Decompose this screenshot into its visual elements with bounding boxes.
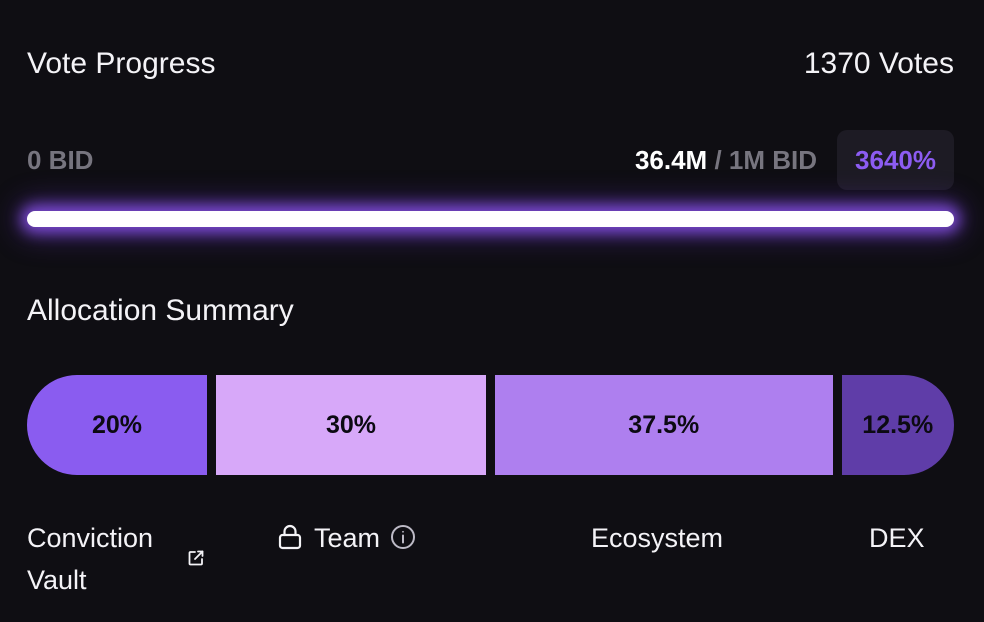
vote-progress-fill <box>27 211 954 227</box>
label-team: Team <box>278 517 416 559</box>
allocation-segment-conviction-vault: 20% <box>27 375 207 475</box>
vote-count: 1370 Votes <box>803 47 954 80</box>
progress-amount: 36.4M / 1M BID <box>635 145 817 176</box>
allocation-summary-title: Allocation Summary <box>27 294 294 327</box>
label-conviction-vault-text: Conviction Vault <box>27 523 154 595</box>
allocation-segment-dex: 12.5% <box>841 375 954 475</box>
vote-progress-bar <box>27 211 954 227</box>
vote-progress-header: Vote Progress 1370 Votes <box>27 44 954 84</box>
allocation-segment-ecosystem: 37.5% <box>495 375 833 475</box>
target-amount: 1M BID <box>728 144 818 175</box>
amount-separator: / <box>714 144 722 175</box>
label-ecosystem-text: Ecosystem <box>591 523 724 553</box>
allocation-bar: 20% 30% 37.5% 12.5% <box>27 375 954 475</box>
progress-stats: 0 BID 36.4M / 1M BID 3640% <box>27 130 954 190</box>
label-dex: DEX <box>869 517 925 559</box>
external-link-icon[interactable] <box>187 549 205 567</box>
current-amount: 36.4M <box>634 144 708 175</box>
allocation-segment-team: 30% <box>216 375 486 475</box>
label-conviction-vault: Conviction Vault <box>27 517 217 601</box>
progress-amounts: 36.4M / 1M BID 3640% <box>635 130 954 190</box>
label-ecosystem: Ecosystem <box>591 517 723 559</box>
lock-icon <box>278 524 302 550</box>
label-team-text: Team <box>314 523 381 553</box>
info-icon[interactable] <box>390 524 416 550</box>
percent-badge: 3640% <box>837 130 954 190</box>
progress-min-label: 0 BID <box>27 144 94 175</box>
vote-progress-title: Vote Progress <box>27 47 216 80</box>
label-dex-text: DEX <box>869 523 925 553</box>
